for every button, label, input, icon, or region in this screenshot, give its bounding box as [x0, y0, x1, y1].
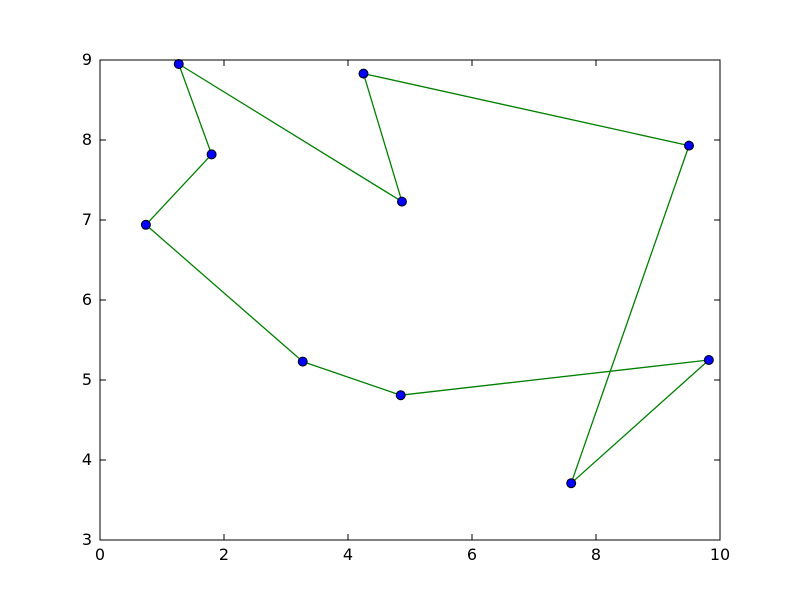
data-point	[566, 478, 577, 489]
series-line	[145, 63, 710, 484]
data-point	[396, 196, 407, 207]
y-tick-label: 4	[82, 450, 92, 469]
x-tick-label: 4	[343, 545, 353, 564]
data-point	[297, 356, 308, 367]
y-tick-label: 3	[82, 530, 92, 549]
y-tick-label: 8	[82, 130, 92, 149]
y-tick-label: 7	[82, 210, 92, 229]
x-tick-label: 0	[95, 545, 105, 564]
x-tick-label: 10	[710, 545, 730, 564]
data-point	[206, 149, 217, 160]
data-point	[684, 140, 694, 151]
data-point	[358, 68, 369, 79]
y-tick-label: 6	[82, 290, 92, 309]
data-point	[395, 390, 406, 401]
x-tick-label: 8	[591, 545, 601, 564]
y-tick-label: 5	[82, 370, 92, 389]
data-point	[703, 355, 714, 365]
y-tick-label: 9	[82, 50, 92, 69]
x-tick-label: 2	[219, 545, 229, 564]
data-point	[173, 59, 184, 69]
x-tick-label: 6	[467, 545, 477, 564]
data-point	[140, 219, 151, 230]
